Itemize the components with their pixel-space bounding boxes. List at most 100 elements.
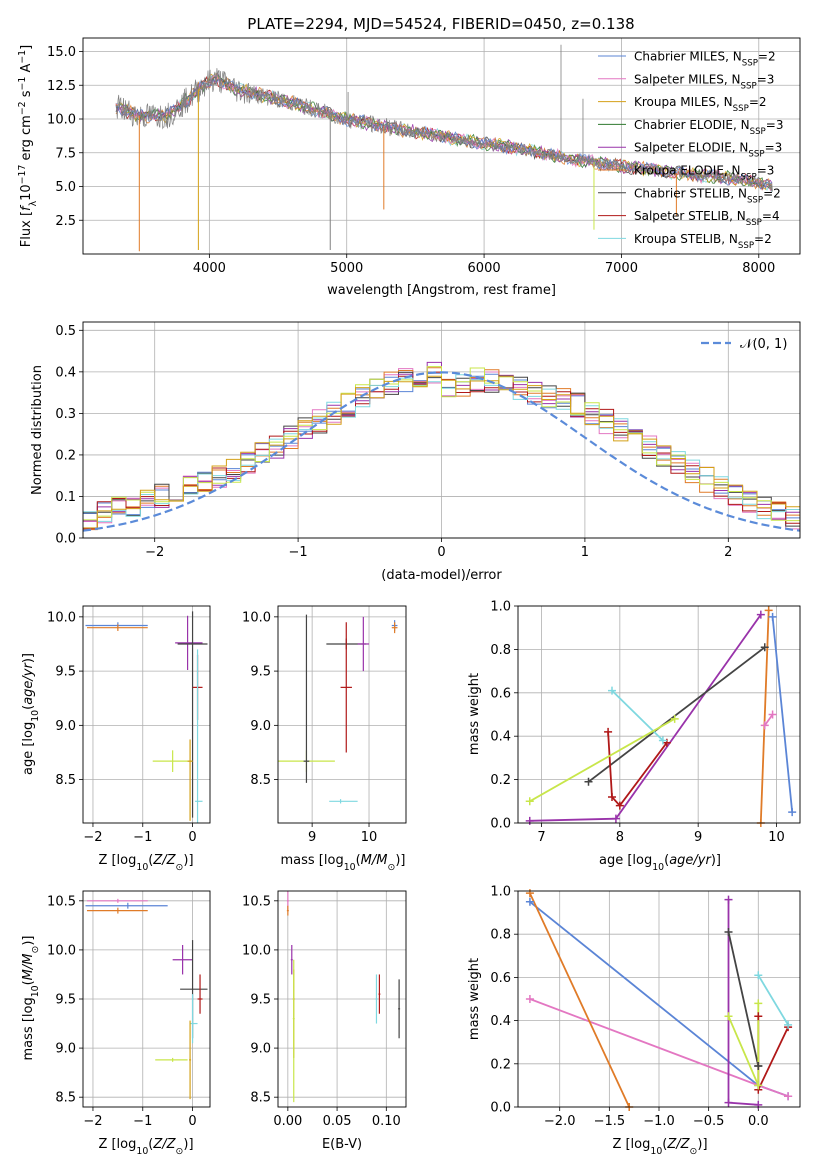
y-tick-label: 0.0 <box>55 532 76 547</box>
x-tick-label: 10 <box>361 830 378 845</box>
series-marker <box>608 686 616 695</box>
x-tick-label: 6000 <box>468 261 501 276</box>
x-tick-label: 7000 <box>605 261 638 276</box>
axes-mass_vs_EBV: 0.00 0.05 0.10 8.5 9.0 9.5 10.0 10.5 E(B-V) <box>242 890 407 1152</box>
errorbar-point <box>86 624 148 631</box>
series-marker <box>608 792 616 801</box>
gaussian-curve <box>83 371 800 532</box>
legend-entry: Salpeter STELIB, NSSP=4 <box>634 209 780 228</box>
series-marker <box>724 895 733 904</box>
y-tick-label: 9.0 <box>250 719 271 734</box>
y-axis-label: Normed distribution <box>30 365 45 495</box>
errorbar-point <box>329 799 358 804</box>
y-tick-label: 9.5 <box>250 993 271 1008</box>
errorbar-point <box>197 974 203 1014</box>
axes-frame <box>277 890 407 1108</box>
errorbar-point <box>391 622 398 634</box>
axes-massweight_vs_Z: −2.0 −1.5 −1.0 −0.5 0.0 0.0 0.2 0.4 0.6 0.8 1.0 Z [… <box>467 885 801 1157</box>
series-marker <box>754 971 763 980</box>
x-axis-label: Z [log10(Z/Z⊙)] <box>98 1137 193 1157</box>
series-marker <box>754 999 763 1008</box>
axes-age_vs_Z: −2 −1 0 8.5 9.0 9.5 10.0 Z [log10(Z/Z⊙)] age [lo… <box>21 605 211 873</box>
y-tick-label: 15.0 <box>47 45 76 60</box>
axes-frame <box>82 890 211 1108</box>
axes-frame <box>82 37 801 255</box>
y-tick-label: 9.5 <box>55 993 76 1008</box>
plot-area <box>85 898 208 1100</box>
y-tick-label: 10.0 <box>242 943 271 958</box>
y-tick-label: 9.0 <box>55 1042 76 1057</box>
x-tick-label: 8000 <box>742 261 775 276</box>
y-tick-label: 0.3 <box>55 407 76 422</box>
errorbar-point <box>375 974 378 1024</box>
x-axis-label: Z [log10(Z/Z⊙)] <box>612 1137 707 1157</box>
x-tick-label: −1.0 <box>643 1114 675 1129</box>
legend-entry: Kroupa MILES, NSSP=2 <box>634 95 767 114</box>
series-marker <box>784 1020 793 1029</box>
series-marker <box>604 727 613 736</box>
plot-area <box>85 611 208 823</box>
y-tick-label: 9.0 <box>250 1042 271 1057</box>
series-line <box>757 1016 789 1091</box>
y-axis-label: mass weight <box>467 673 482 755</box>
axes-frame <box>277 605 407 824</box>
gridlines <box>83 38 800 254</box>
y-tick-label: 0.4 <box>490 730 511 745</box>
y-axis-label: mass weight <box>467 958 482 1040</box>
series-marker <box>615 801 624 810</box>
plot-area <box>286 891 401 1103</box>
y-tick-label: 10.0 <box>242 610 271 625</box>
x-tick-label: −1.5 <box>594 1114 626 1129</box>
x-tick-label: −1 <box>133 830 152 845</box>
y-tick-label: 0.0 <box>490 817 511 832</box>
series-marker <box>525 995 534 1003</box>
y-tick-label: 0.5 <box>55 324 76 339</box>
errorbar-point <box>175 615 203 671</box>
y-tick-label: 0.2 <box>55 448 76 463</box>
x-tick-label: 5000 <box>330 261 363 276</box>
errorbar-point <box>155 1057 188 1062</box>
series-marker <box>724 1012 733 1021</box>
legend-entry: 𝒩(0, 1) <box>740 337 787 352</box>
y-tick-label: 7.5 <box>55 146 76 161</box>
legend-entry: Chabrier MILES, NSSP=2 <box>634 50 776 69</box>
x-tick-label: 0 <box>437 545 445 560</box>
x-axis-label: wavelength [Angstrom, rest frame] <box>327 283 556 298</box>
y-tick-label: 9.5 <box>55 665 76 680</box>
y-tick-label: 2.5 <box>55 214 76 229</box>
gridlines <box>278 891 406 1107</box>
legend-entry: Salpeter ELODIE, NSSP=3 <box>634 141 782 160</box>
histogram-step <box>83 372 800 538</box>
series-marker <box>788 808 797 817</box>
series-line <box>529 614 762 822</box>
series-line <box>587 646 766 783</box>
gridlines <box>83 891 210 1107</box>
errorbar-point <box>172 945 193 975</box>
series-marker <box>670 714 679 723</box>
x-tick-label: 9 <box>308 830 316 845</box>
series-marker <box>760 643 769 652</box>
series-marker <box>724 928 733 937</box>
y-tick-label: 8.5 <box>250 1091 271 1106</box>
y-axis-label: mass [log10(M/M⊙)] <box>21 936 41 1061</box>
series-marker <box>754 1081 763 1090</box>
series-line <box>529 892 631 1107</box>
axes-frame <box>517 890 801 1108</box>
x-tick-label: 7 <box>537 830 545 845</box>
axes-frame <box>517 605 801 824</box>
series-marker <box>658 736 667 745</box>
y-tick-label: 0.1 <box>55 490 76 505</box>
axes-residuals: −2 −1 0 1 2 0.0 0.1 0.2 0.3 0.4 0.5 (data-model)/er… <box>30 321 801 583</box>
series-marker <box>754 1061 763 1070</box>
x-tick-label: 0 <box>188 830 196 845</box>
plot-area <box>83 361 800 538</box>
series-line <box>759 610 770 823</box>
y-tick-label: 1.0 <box>490 885 511 900</box>
series-marker <box>525 816 534 825</box>
series-marker <box>764 606 773 615</box>
errorbar-point <box>398 979 401 1039</box>
errorbar-point <box>378 974 381 1014</box>
errorbar-point <box>86 907 148 914</box>
axes-spectrum: 4000 5000 6000 7000 8000 2.5 5.0 7.5 10.0 12.5 15.… <box>17 37 801 298</box>
legend-entry: Chabrier STELIB, NSSP=2 <box>634 186 781 205</box>
